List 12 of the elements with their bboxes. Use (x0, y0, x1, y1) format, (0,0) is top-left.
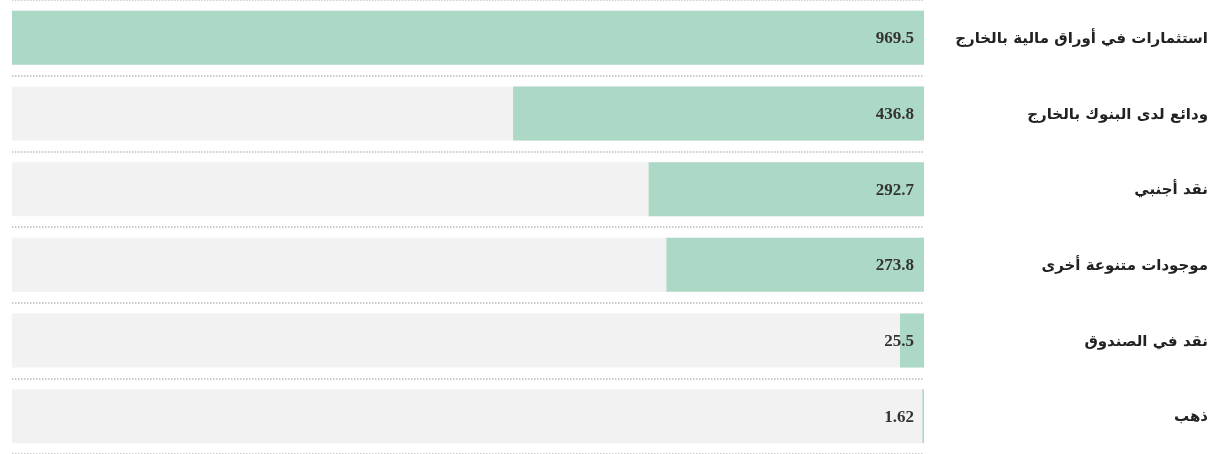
y-tick-label: ذهب (1174, 407, 1209, 426)
y-tick-label: ودائع لدى البنوك بالخارج (1027, 104, 1208, 123)
y-tick-label: موجودات متنوعة أخرى (1041, 254, 1208, 274)
y-tick-label: نقد أجنبي (1134, 179, 1208, 199)
data-label: 1.62 (884, 406, 914, 426)
data-label: 436.8 (875, 104, 914, 123)
data-label: 969.5 (875, 28, 914, 48)
y-tick-label: نقد في الصندوق (1084, 331, 1208, 350)
data-label: 273.8 (875, 255, 914, 275)
data-label: 25.5 (884, 331, 914, 350)
y-tick-label: استثمارات في أوراق مالية بالخارج (955, 27, 1208, 47)
data-label: 292.7 (875, 179, 915, 199)
